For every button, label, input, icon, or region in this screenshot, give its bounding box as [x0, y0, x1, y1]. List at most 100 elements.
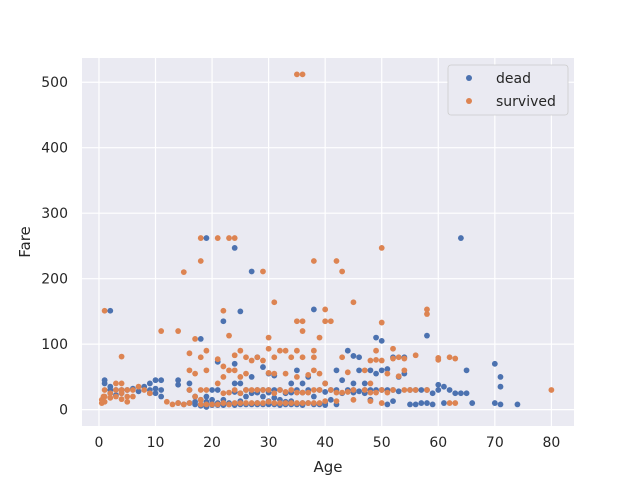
data-point-survived [333, 258, 340, 264]
data-point-dead [350, 353, 357, 359]
data-point-survived [339, 268, 346, 275]
data-point-dead [152, 377, 159, 384]
data-point-survived [243, 400, 249, 406]
data-point-dead [350, 380, 357, 387]
data-point-dead [231, 380, 238, 387]
data-point-survived [180, 401, 187, 408]
data-point-dead [463, 390, 470, 397]
data-point-survived [220, 373, 227, 380]
data-point-survived [186, 400, 193, 406]
data-point-survived [305, 389, 312, 396]
data-point-survived [446, 354, 453, 361]
data-point-survived [310, 258, 317, 264]
data-point-survived [113, 387, 119, 393]
data-point-survived [209, 401, 215, 408]
data-point-dead [260, 393, 266, 400]
data-point-survived [203, 401, 210, 408]
data-point-dead [407, 401, 413, 408]
data-point-survived [254, 387, 261, 393]
data-point-survived [175, 328, 182, 334]
data-point-survived [231, 352, 238, 359]
data-point-survived [101, 393, 108, 400]
data-point-survived [390, 355, 396, 362]
data-point-dead [395, 388, 402, 395]
data-point-survived [192, 370, 199, 377]
data-point-survived [378, 244, 385, 251]
legend: dead survived [447, 64, 569, 116]
data-point-survived [452, 400, 459, 406]
data-point-dead [310, 306, 317, 313]
data-point-survived [248, 357, 255, 364]
data-point-dead [429, 401, 436, 408]
data-point-survived [367, 389, 374, 396]
data-point-survived [265, 387, 272, 393]
data-point-survived [299, 318, 306, 325]
data-point-survived [316, 400, 323, 406]
data-point-survived [384, 370, 391, 377]
data-point-survived [424, 311, 430, 317]
data-point-survived [299, 328, 306, 334]
data-point-survived [271, 400, 278, 406]
data-point-survived [203, 367, 210, 374]
data-point-survived [226, 401, 232, 408]
data-point-dead [175, 381, 182, 388]
data-point-survived [214, 380, 221, 387]
data-point-dead [356, 367, 363, 374]
data-point-survived [265, 398, 272, 405]
data-point-dead [384, 401, 391, 408]
data-point-survived [101, 387, 108, 393]
data-point-survived [197, 401, 204, 408]
data-point-survived [401, 355, 408, 362]
data-point-dead [220, 318, 227, 325]
data-point-survived [237, 347, 244, 354]
data-point-survived [384, 389, 391, 396]
data-point-survived [378, 319, 385, 326]
data-point-survived [322, 380, 329, 387]
data-point-survived [265, 334, 272, 341]
data-point-survived [350, 387, 357, 393]
data-point-survived [333, 398, 340, 405]
data-point-dead [435, 381, 442, 388]
data-point-dead [424, 400, 430, 406]
data-point-survived [395, 354, 402, 361]
legend-label-survived: survived [496, 94, 556, 110]
data-point-dead [446, 387, 453, 393]
data-point-dead [469, 400, 476, 406]
data-point-survived [248, 400, 255, 406]
x-tick-label: 10 [147, 435, 165, 451]
data-point-survived [197, 258, 204, 264]
data-point-survived [322, 306, 329, 313]
data-point-dead [497, 383, 504, 390]
data-point-survived [435, 356, 442, 363]
data-point-dead [197, 336, 204, 342]
data-point-survived [327, 387, 334, 393]
data-point-survived [378, 400, 385, 406]
data-point-survived [254, 400, 261, 406]
legend-label-dead: dead [496, 71, 531, 87]
data-point-survived [373, 389, 379, 396]
data-point-survived [237, 373, 244, 380]
data-point-dead [356, 354, 363, 361]
data-point-survived [299, 71, 306, 78]
data-point-survived [237, 400, 244, 406]
data-point-survived [316, 370, 323, 377]
data-point-survived [124, 387, 131, 393]
data-point-survived [220, 400, 227, 406]
data-point-survived [107, 394, 114, 401]
data-point-survived [260, 387, 266, 393]
data-point-survived [316, 334, 323, 341]
data-point-survived [220, 307, 227, 314]
data-point-survived [288, 387, 295, 393]
data-point-survived [186, 367, 193, 374]
data-point-dead [146, 380, 153, 387]
data-point-survived [344, 369, 351, 376]
data-point-dead [214, 387, 221, 393]
data-point-survived [214, 235, 221, 241]
data-point-survived [203, 347, 210, 354]
y-tick-label: 300 [41, 206, 68, 222]
data-point-survived [401, 367, 408, 374]
data-point-survived [243, 354, 249, 361]
data-point-survived [192, 393, 199, 400]
data-point-survived [124, 393, 131, 400]
data-point-survived [113, 380, 119, 387]
